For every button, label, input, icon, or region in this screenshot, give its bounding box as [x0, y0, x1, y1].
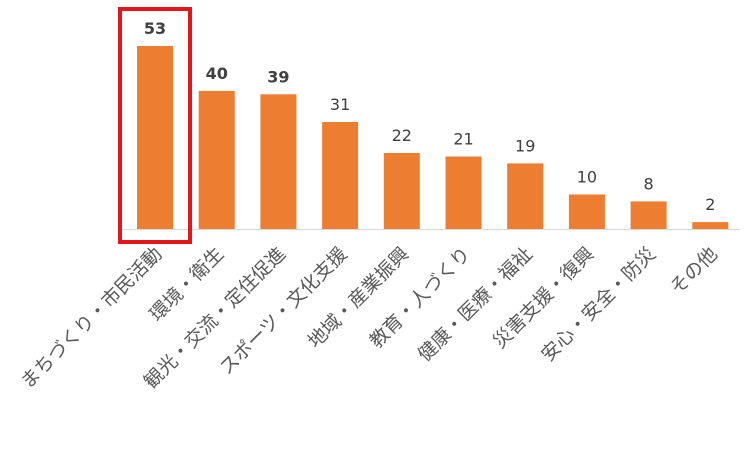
value-label-3: 39: [267, 67, 289, 86]
category-label-9: 安心・安全・防災: [537, 243, 660, 366]
highlight-box: [118, 7, 192, 244]
category-label-1: まちづくり・市民活動: [17, 243, 167, 393]
value-label-5: 22: [392, 126, 412, 145]
value-label-10: 2: [705, 195, 715, 214]
category-label-7: 健康・医療・福祉: [414, 243, 537, 366]
bar-4: [322, 122, 359, 229]
bar-10: [692, 222, 729, 229]
value-label-7: 19: [515, 136, 535, 155]
value-labels-group: 53 40 39 31 22 21 19 10 8 2: [144, 19, 716, 214]
value-label-6: 21: [453, 130, 473, 149]
bars-group: [137, 46, 729, 230]
bar-2: [198, 90, 235, 230]
bar-3: [260, 94, 297, 229]
bar-5: [383, 153, 420, 229]
value-label-8: 10: [577, 168, 597, 187]
category-label-10: その他: [666, 243, 722, 299]
bar-1: [137, 46, 173, 229]
value-label-9: 8: [644, 174, 654, 193]
bar-8: [568, 194, 605, 229]
bar-7: [507, 163, 544, 229]
value-label-2: 40: [206, 64, 228, 83]
value-label-4: 31: [330, 95, 350, 114]
category-labels-group: まちづくり・市民活動環境・衛生観光・交流・定住促進スポーツ・文化支援地域・産業振…: [17, 243, 722, 393]
bar-9: [630, 201, 667, 229]
value-label-1: 53: [144, 19, 166, 38]
bar-6: [445, 156, 482, 229]
